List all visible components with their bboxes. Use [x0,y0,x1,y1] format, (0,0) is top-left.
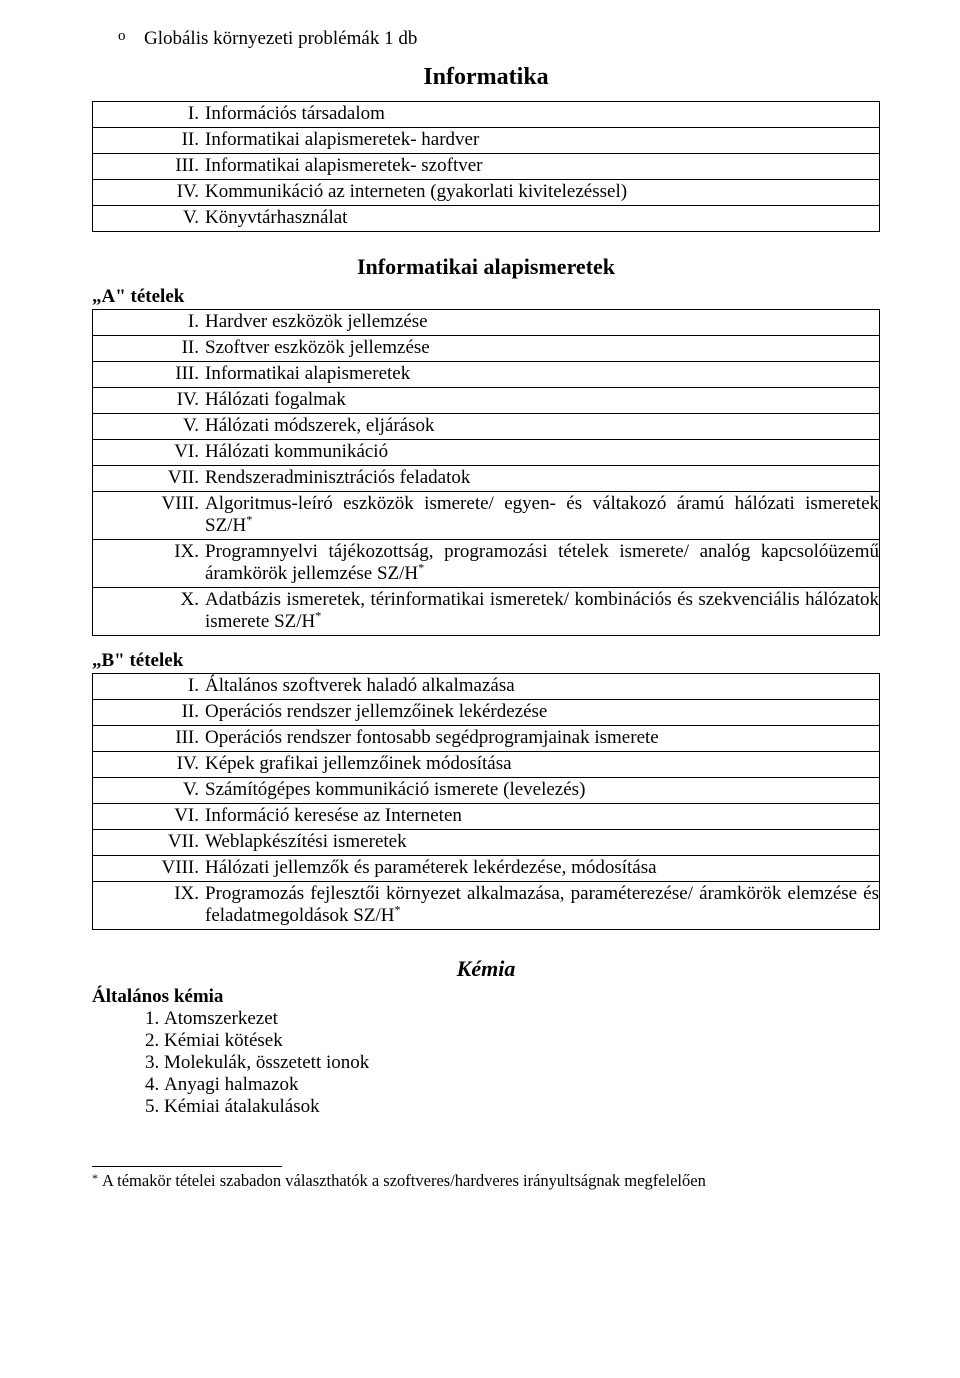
footnote-text: A témakör tételei szabadon választhatók … [102,1171,706,1191]
table-informatika: I.Információs társadalomII.Informatikai … [92,101,880,232]
table-row: IV.Képek grafikai jellemzőinek módosítás… [93,752,880,778]
roman-numeral: IV. [143,389,205,411]
item-text: Programozás fejlesztői környezet alkalma… [205,883,879,927]
item-text: Könyvtárhasználat [205,207,879,229]
item-text: Általános szoftverek haladó alkalmazása [205,675,879,697]
roman-numeral: VIII. [143,493,205,537]
table-row: I.Általános szoftverek haladó alkalmazás… [93,674,880,700]
roman-numeral: III. [143,727,205,749]
roman-numeral: IV. [143,753,205,775]
table-row: VI.Információ keresése az Interneten [93,804,880,830]
b-tetelek-label: „B" tételek [92,650,880,672]
bullet-text: Globális környezeti problémák 1 db [144,28,417,50]
table-row: VII.Weblapkészítési ismeretek [93,830,880,856]
table-a-tetelek: I.Hardver eszközök jellemzéseII.Szoftver… [92,309,880,636]
roman-numeral: VII. [143,467,205,489]
roman-numeral: I. [143,103,205,125]
roman-numeral: III. [143,155,205,177]
heading-kemia: Kémia [92,956,880,982]
item-text: Képek grafikai jellemzőinek módosítása [205,753,879,775]
table-row: I.Hardver eszközök jellemzése [93,310,880,336]
roman-numeral: VI. [143,441,205,463]
a-tetelek-label: „A" tételek [92,286,880,308]
roman-numeral: III. [143,363,205,385]
table-b-tetelek: I.Általános szoftverek haladó alkalmazás… [92,673,880,930]
general-chemistry-label: Általános kémia [92,986,880,1008]
footnote-star-icon: * [246,513,252,527]
table-row: V.Számítógépes kommunikáció ismerete (le… [93,778,880,804]
item-text: Információs társadalom [205,103,879,125]
item-text: Hardver eszközök jellemzése [205,311,879,333]
list-item: Atomszerkezet [164,1008,880,1030]
table-row: IX.Programnyelvi tájékozottság, programo… [93,540,880,588]
table-row: X.Adatbázis ismeretek, térinformatikai i… [93,588,880,636]
page: o Globális környezeti problémák 1 db Inf… [0,0,960,1211]
table-row: IV.Hálózati fogalmak [93,388,880,414]
table-row: II.Informatikai alapismeretek- hardver [93,128,880,154]
bullet-mark: o [118,28,144,45]
roman-numeral: I. [143,675,205,697]
item-text: Informatikai alapismeretek- szoftver [205,155,879,177]
item-text: Algoritmus-leíró eszközök ismerete/ egye… [205,493,879,537]
list-item: Anyagi halmazok [164,1074,880,1096]
item-text: Hálózati fogalmak [205,389,879,411]
roman-numeral: V. [143,415,205,437]
roman-numeral: IV. [143,181,205,203]
table-row: III.Informatikai alapismeretek [93,362,880,388]
roman-numeral: VI. [143,805,205,827]
roman-numeral: VII. [143,831,205,853]
table-row: IX.Programozás fejlesztői környezet alka… [93,882,880,930]
bullet-item: o Globális környezeti problémák 1 db [92,28,880,50]
roman-numeral: II. [143,129,205,151]
footnote-mark: * [92,1171,102,1185]
list-item: Kémiai átalakulások [164,1096,880,1118]
table-row: II.Operációs rendszer jellemzőinek lekér… [93,700,880,726]
table-row: V.Hálózati módszerek, eljárások [93,414,880,440]
table-row: III.Informatikai alapismeretek- szoftver [93,154,880,180]
item-text: Hálózati jellemzők és paraméterek lekérd… [205,857,879,879]
item-text: Informatikai alapismeretek- hardver [205,129,879,151]
list-item: Kémiai kötések [164,1030,880,1052]
table-row: VI.Hálózati kommunikáció [93,440,880,466]
chemistry-list: AtomszerkezetKémiai kötésekMolekulák, ös… [92,1008,880,1118]
list-item: Molekulák, összetett ionok [164,1052,880,1074]
item-text: Programnyelvi tájékozottság, programozás… [205,541,879,585]
roman-numeral: I. [143,311,205,333]
roman-numeral: II. [143,701,205,723]
roman-numeral: II. [143,337,205,359]
heading-alapismeretek: Informatikai alapismeretek [92,254,880,280]
item-text: Weblapkészítési ismeretek [205,831,879,853]
footnote-separator [92,1166,282,1167]
item-text: Kommunikáció az interneten (gyakorlati k… [205,181,879,203]
item-text: Informatikai alapismeretek [205,363,879,385]
item-text: Operációs rendszer fontosabb segédprogra… [205,727,879,749]
item-text: Hálózati kommunikáció [205,441,879,463]
table-row: VII.Rendszeradminisztrációs feladatok [93,466,880,492]
footnote-star-icon: * [315,609,321,623]
table-row: I.Információs társadalom [93,102,880,128]
item-text: Információ keresése az Interneten [205,805,879,827]
table-row: VIII.Algoritmus-leíró eszközök ismerete/… [93,492,880,540]
footnote-star-icon: * [394,903,400,917]
item-text: Szoftver eszközök jellemzése [205,337,879,359]
item-text: Rendszeradminisztrációs feladatok [205,467,879,489]
item-text: Hálózati módszerek, eljárások [205,415,879,437]
item-text: Adatbázis ismeretek, térinformatikai ism… [205,589,879,633]
table-row: VIII.Hálózati jellemzők és paraméterek l… [93,856,880,882]
table-row: V.Könyvtárhasználat [93,206,880,232]
footnote-star-icon: * [418,561,424,575]
heading-informatika: Informatika [92,64,880,91]
roman-numeral: IX. [143,541,205,585]
item-text: Számítógépes kommunikáció ismerete (leve… [205,779,879,801]
roman-numeral: V. [143,779,205,801]
footnote: * A témakör tételei szabadon választható… [92,1171,880,1191]
table-row: IV.Kommunikáció az interneten (gyakorlat… [93,180,880,206]
roman-numeral: IX. [143,883,205,927]
item-text: Operációs rendszer jellemzőinek lekérdez… [205,701,879,723]
roman-numeral: V. [143,207,205,229]
table-row: III.Operációs rendszer fontosabb segédpr… [93,726,880,752]
roman-numeral: X. [143,589,205,633]
roman-numeral: VIII. [143,857,205,879]
table-row: II.Szoftver eszközök jellemzése [93,336,880,362]
